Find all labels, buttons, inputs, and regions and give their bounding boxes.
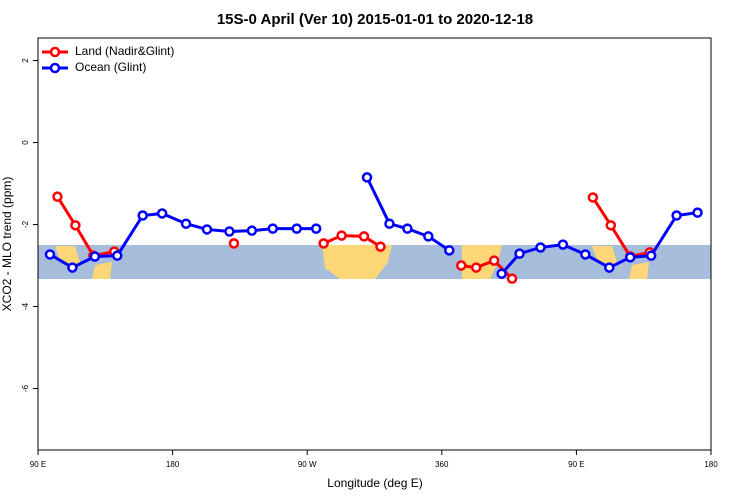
point (423, 231, 434, 242)
y-tick-label: 2 (21, 58, 30, 63)
point (506, 273, 518, 284)
point (67, 262, 78, 273)
point (488, 255, 500, 266)
y-axis-label: XCO2 - MLO trend (ppm) (0, 177, 14, 312)
point (580, 249, 591, 260)
y-tick-label: -4 (21, 302, 30, 310)
y-tick-label: -6 (21, 384, 30, 392)
point (470, 262, 482, 273)
x-tick-label: 360 (435, 460, 449, 469)
series-line (56, 195, 650, 280)
point (455, 260, 467, 271)
point (310, 223, 322, 234)
point (535, 242, 546, 253)
point (358, 231, 370, 242)
y-tick-label: -2 (21, 220, 30, 228)
point (112, 250, 123, 261)
land-shape (592, 246, 649, 279)
point (645, 250, 657, 261)
point (137, 210, 148, 221)
point (557, 239, 569, 250)
point (605, 220, 617, 231)
point (587, 192, 599, 203)
point (496, 268, 507, 279)
point (402, 223, 413, 234)
land-shape (322, 245, 392, 279)
y-tick-label: 0 (21, 140, 30, 145)
map-strip (38, 245, 711, 279)
point (514, 248, 525, 259)
point (444, 245, 455, 256)
point (336, 230, 347, 241)
x-tick-label: 90 E (30, 460, 46, 469)
point (70, 220, 81, 231)
point (375, 241, 386, 252)
land-shape (55, 246, 112, 279)
point (384, 218, 395, 229)
point (291, 223, 302, 234)
point (671, 210, 682, 221)
x-tick-label: 180 (704, 460, 718, 469)
point (624, 252, 636, 263)
point (318, 238, 329, 249)
point (228, 238, 240, 249)
legend-marker (49, 46, 61, 58)
point (156, 208, 168, 219)
point (604, 262, 615, 273)
point (180, 218, 192, 229)
point (692, 207, 703, 218)
point (44, 249, 56, 260)
x-axis-label: Longitude (deg E) (327, 476, 422, 490)
point (267, 223, 279, 234)
legend-label: Land (Nadir&Glint) (75, 44, 174, 58)
chart-title: 15S-0 April (Ver 10) 2015-01-01 to 2020-… (217, 11, 533, 28)
plot-frame (37, 37, 712, 451)
point (201, 224, 213, 235)
legend-label: Ocean (Glint) (75, 60, 146, 74)
legend-marker (49, 62, 61, 74)
x-tick-label: 90 E (568, 460, 584, 469)
x-tick-label: 180 (166, 460, 180, 469)
point (89, 251, 101, 262)
point (361, 172, 373, 183)
point (224, 226, 235, 237)
x-tick-label: 90 W (298, 460, 317, 469)
point (246, 225, 258, 236)
point (52, 191, 63, 202)
